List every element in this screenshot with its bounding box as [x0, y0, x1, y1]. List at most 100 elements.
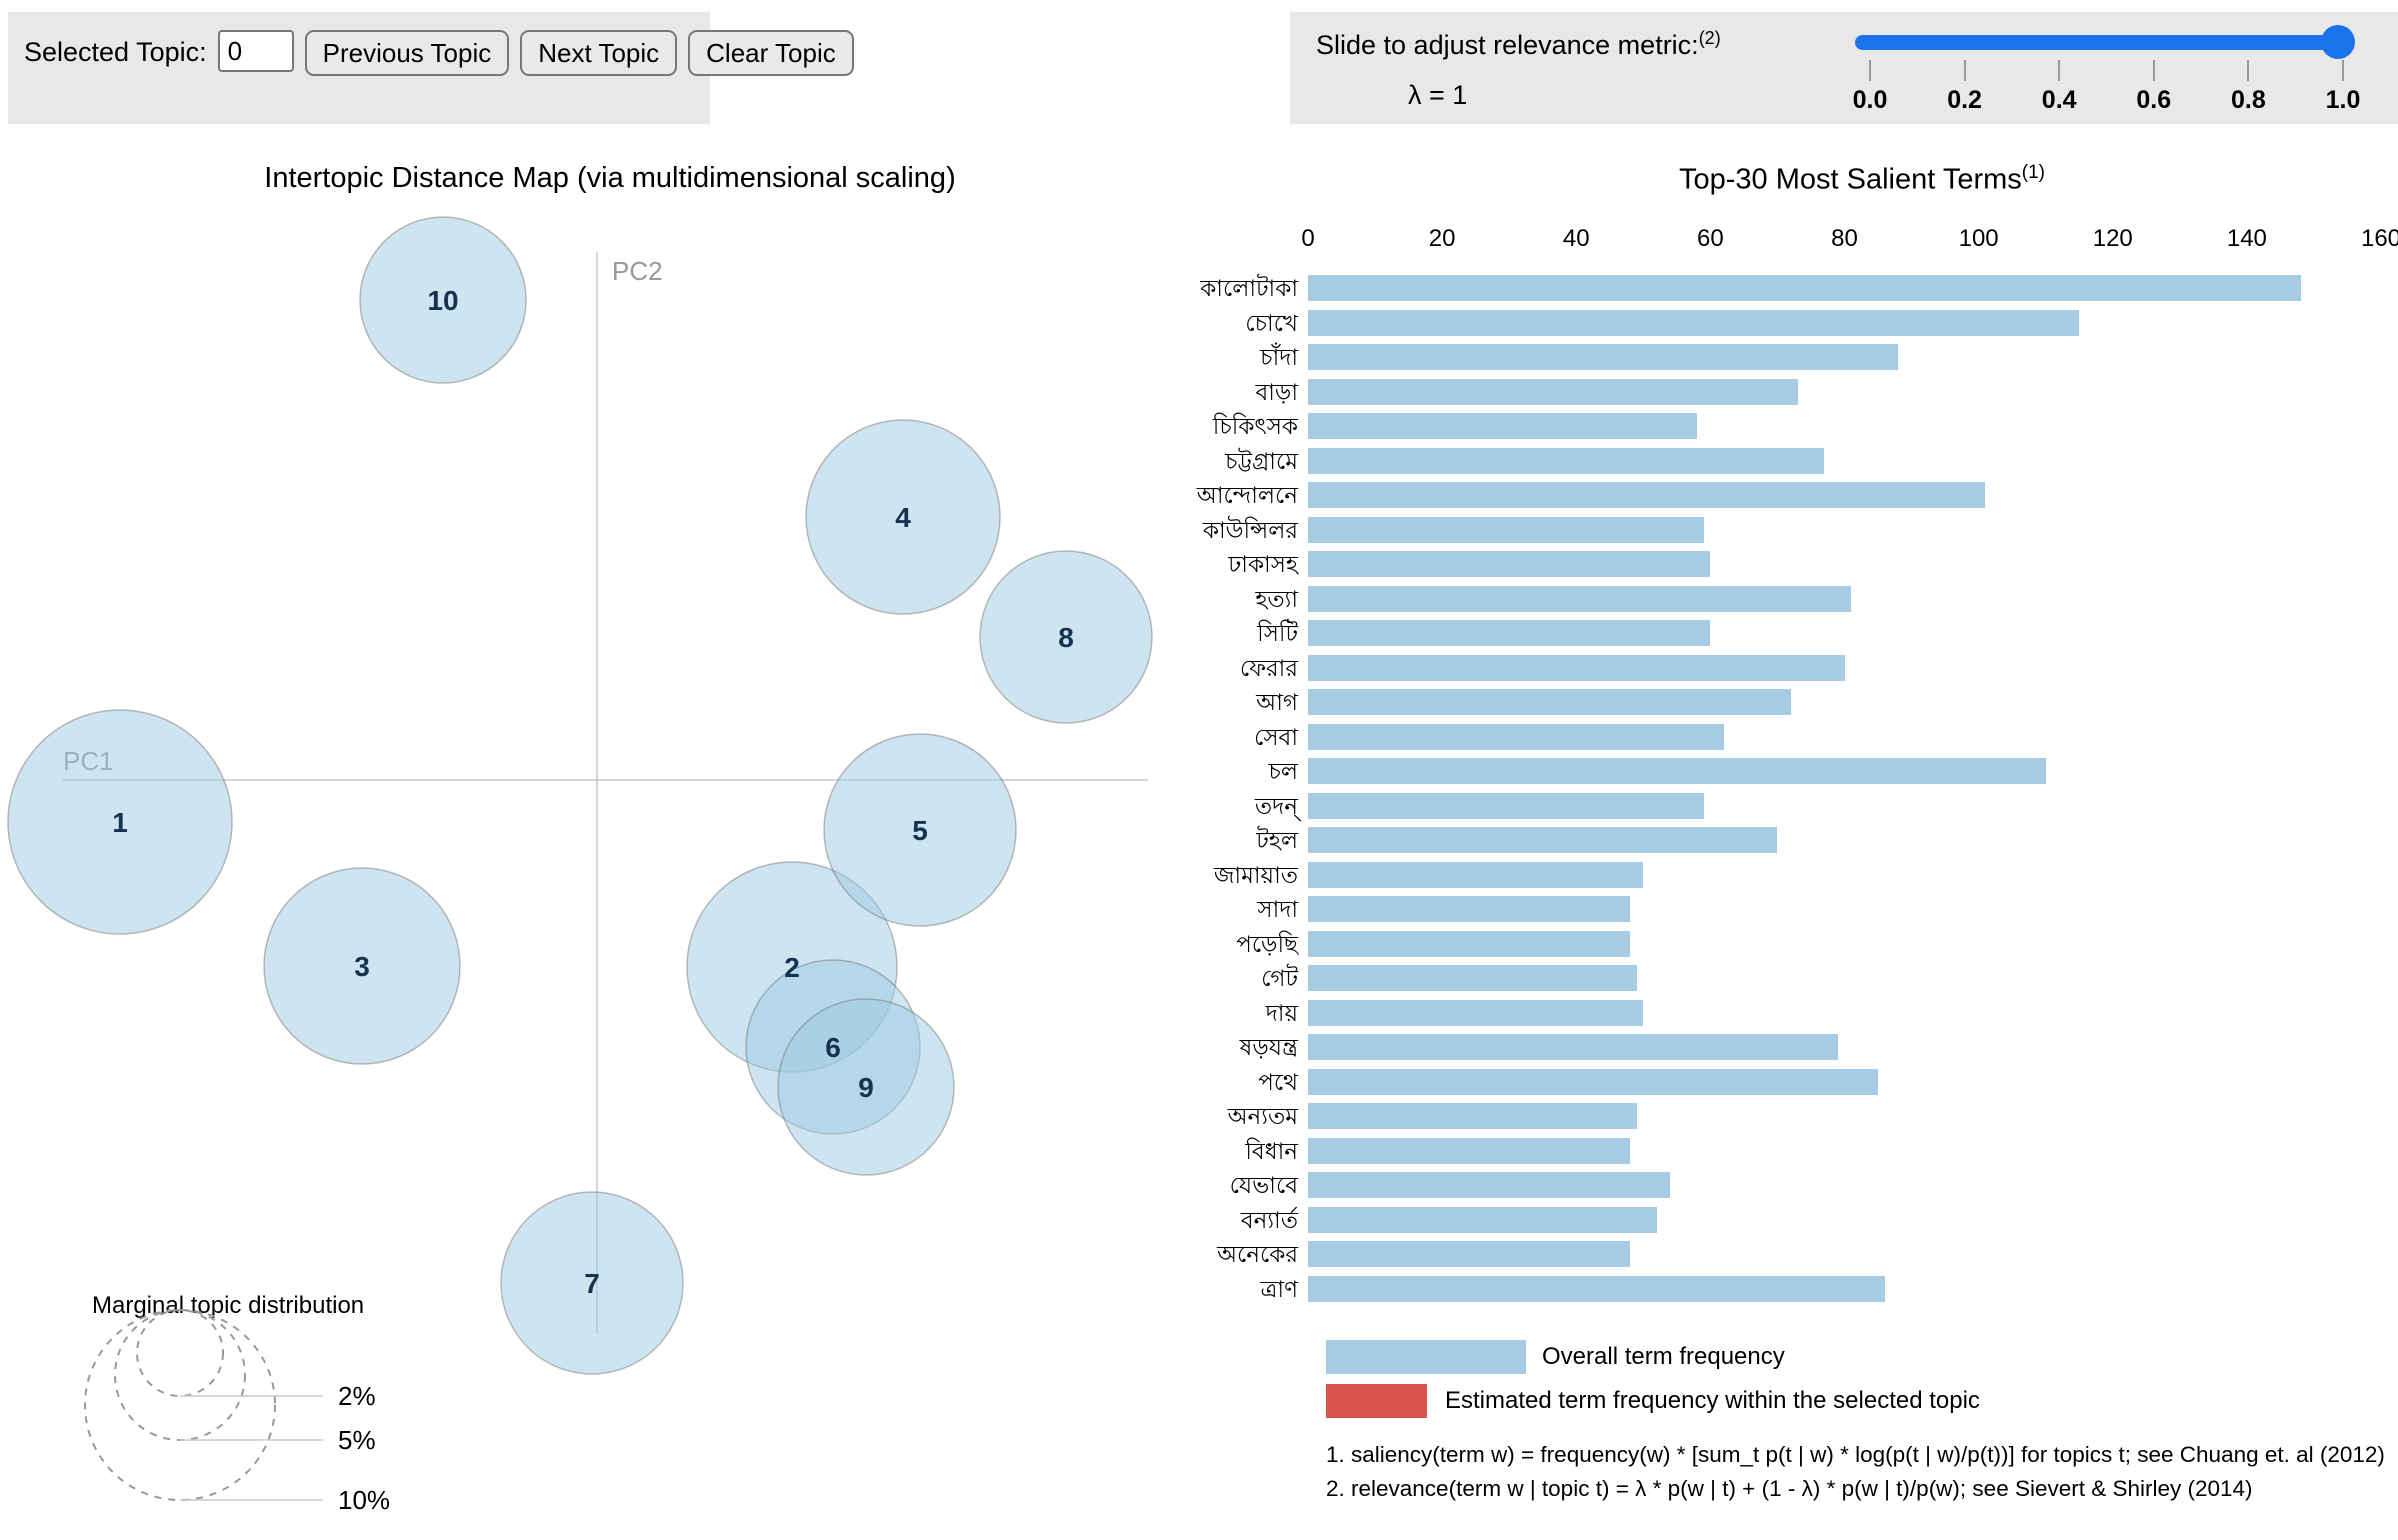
- relevance-slider-panel: Slide to adjust relevance metric:(2) λ =…: [1290, 12, 2398, 124]
- slider-label: Slide to adjust relevance metric:(2): [1316, 28, 1721, 60]
- term-label: হত্যা: [1255, 585, 1298, 612]
- term-label: পথে: [1258, 1068, 1298, 1095]
- term-frequency-bar[interactable]: [1308, 447, 1825, 474]
- term-frequency-bar[interactable]: [1308, 965, 1637, 991]
- term-label: অন্যতম: [1227, 1103, 1298, 1129]
- term-frequency-bar[interactable]: [1308, 1172, 1671, 1198]
- term-frequency-bar[interactable]: [1308, 309, 2080, 336]
- term-frequency-bar[interactable]: [1308, 378, 1798, 405]
- x-axis-tick-label: 160: [2360, 225, 2398, 252]
- marginal-size-circle: [114, 1309, 246, 1441]
- term-frequency-bar[interactable]: [1308, 1068, 1879, 1095]
- term-frequency-bar[interactable]: [1308, 896, 1630, 922]
- topic-number-4: 4: [895, 502, 911, 533]
- x-axis-tick-label: 80: [1831, 225, 1858, 252]
- term-frequency-bar[interactable]: [1308, 413, 1697, 439]
- term-label: সিটি: [1257, 620, 1298, 646]
- slider-tick-mark: [2342, 60, 2344, 81]
- next-topic-button[interactable]: Next Topic: [520, 30, 678, 76]
- topic-number-10: 10: [427, 285, 458, 316]
- term-frequency-bar[interactable]: [1308, 585, 1852, 612]
- term-frequency-bar[interactable]: [1308, 275, 2301, 301]
- selected-topic-input[interactable]: [217, 30, 294, 72]
- term-frequency-bar[interactable]: [1308, 930, 1630, 957]
- term-label: সাদা: [1257, 896, 1298, 922]
- topic-circle-3[interactable]: [263, 867, 461, 1065]
- term-frequency-bar[interactable]: [1308, 723, 1724, 750]
- term-label: আন্দোলনে: [1196, 482, 1298, 508]
- marginal-size-label: 10%: [338, 1485, 390, 1515]
- slider-tick-mark: [1963, 60, 1966, 81]
- slider-tick-mark: [2152, 60, 2155, 81]
- topic-controls-panel: Selected Topic: Previous Topic Next Topi…: [8, 12, 854, 124]
- term-label: ঢাকাসহ: [1228, 551, 1298, 577]
- marginal-size-circle: [136, 1309, 224, 1397]
- topic-circle-7[interactable]: [500, 1191, 684, 1375]
- selected-topic-label: Selected Topic:: [24, 37, 207, 67]
- footnote-saliency: 1. saliency(term w) = frequency(w) * [su…: [1326, 1442, 2385, 1467]
- term-label: সেবা: [1254, 723, 1298, 750]
- term-frequency-bar[interactable]: [1308, 1034, 1838, 1060]
- term-frequency-bar[interactable]: [1308, 620, 1711, 646]
- topic-circle-8[interactable]: [979, 550, 1153, 724]
- topic-number-9: 9: [858, 1072, 874, 1103]
- legend-red-label: Estimated term frequency within the sele…: [1445, 1387, 1980, 1414]
- term-frequency-bar[interactable]: [1308, 999, 1644, 1026]
- term-frequency-bar[interactable]: [1308, 654, 1845, 681]
- term-frequency-bar[interactable]: [1308, 758, 2046, 784]
- topic-circle-10[interactable]: [359, 216, 527, 384]
- term-frequency-bar[interactable]: [1308, 861, 1644, 888]
- term-label: টহল: [1256, 827, 1298, 853]
- term-frequency-bar[interactable]: [1308, 689, 1791, 715]
- relevance-slider-thumb[interactable]: [2321, 25, 2355, 59]
- term-label: ত্রাণ: [1260, 1275, 1298, 1302]
- lambda-value: λ = 1: [1408, 80, 1468, 110]
- term-frequency-bar[interactable]: [1308, 482, 1986, 508]
- term-frequency-bar[interactable]: [1308, 792, 1704, 819]
- term-frequency-bar[interactable]: [1308, 344, 1899, 370]
- bar-chart-title: Top-30 Most Salient Terms(1): [1678, 162, 2045, 196]
- clear-topic-button[interactable]: Clear Topic: [688, 30, 854, 76]
- topic-number-5: 5: [912, 815, 928, 846]
- term-label: চাঁদা: [1260, 344, 1298, 370]
- topic-number-2: 2: [784, 952, 800, 983]
- slider-tick-mark: [2247, 60, 2250, 81]
- term-frequency-bar[interactable]: [1308, 1241, 1630, 1267]
- mds-chart-title: Intertopic Distance Map (via multidimens…: [264, 162, 956, 194]
- term-label: চট্টগ্রামে: [1225, 447, 1298, 474]
- term-label: চিকিৎসক: [1212, 413, 1298, 439]
- term-frequency-bar[interactable]: [1308, 1137, 1630, 1164]
- term-label: দায়: [1265, 999, 1298, 1026]
- term-label: যেভাবে: [1229, 1172, 1298, 1198]
- term-label: ষড়যন্ত্র: [1239, 1034, 1298, 1060]
- slider-tick-mark: [1869, 60, 1871, 81]
- pc2-axis-label: PC2: [612, 256, 663, 286]
- term-label: আগ: [1256, 689, 1298, 715]
- footnote-relevance: 2. relevance(term w | topic t) = λ * p(w…: [1326, 1476, 2253, 1501]
- term-frequency-bar[interactable]: [1308, 1206, 1657, 1233]
- slider-tick-mark: [2058, 60, 2061, 81]
- term-frequency-bar[interactable]: [1308, 1275, 1885, 1302]
- topic-circle-5[interactable]: [823, 733, 1017, 927]
- topic-circle-9[interactable]: [777, 998, 955, 1176]
- term-frequency-bar[interactable]: [1308, 1103, 1637, 1129]
- slider-tick-label: 0.2: [1947, 86, 1982, 114]
- topic-circle-4[interactable]: [805, 419, 1001, 615]
- term-label: বিধান: [1245, 1137, 1298, 1164]
- topic-number-3: 3: [354, 951, 370, 982]
- previous-topic-button[interactable]: Previous Topic: [304, 30, 510, 76]
- marginal-size-label: 2%: [338, 1381, 376, 1411]
- term-frequency-bar[interactable]: [1308, 516, 1704, 543]
- relevance-slider-track[interactable]: [1855, 35, 2345, 50]
- slider-tick-label: 0.6: [2136, 86, 2172, 114]
- slider-tick-label: 0.4: [2041, 86, 2077, 114]
- term-frequency-bar[interactable]: [1308, 827, 1778, 853]
- x-axis-tick-label: 40: [1562, 225, 1590, 252]
- topic-circle-1[interactable]: [7, 709, 233, 935]
- term-frequency-bar[interactable]: [1308, 551, 1711, 577]
- x-axis-tick-label: 120: [2092, 225, 2133, 252]
- slider-tick-label: 0.0: [1852, 86, 1888, 114]
- topic-number-7: 7: [584, 1268, 600, 1299]
- topic-number-6: 6: [825, 1032, 841, 1063]
- term-label: গেট: [1261, 965, 1298, 991]
